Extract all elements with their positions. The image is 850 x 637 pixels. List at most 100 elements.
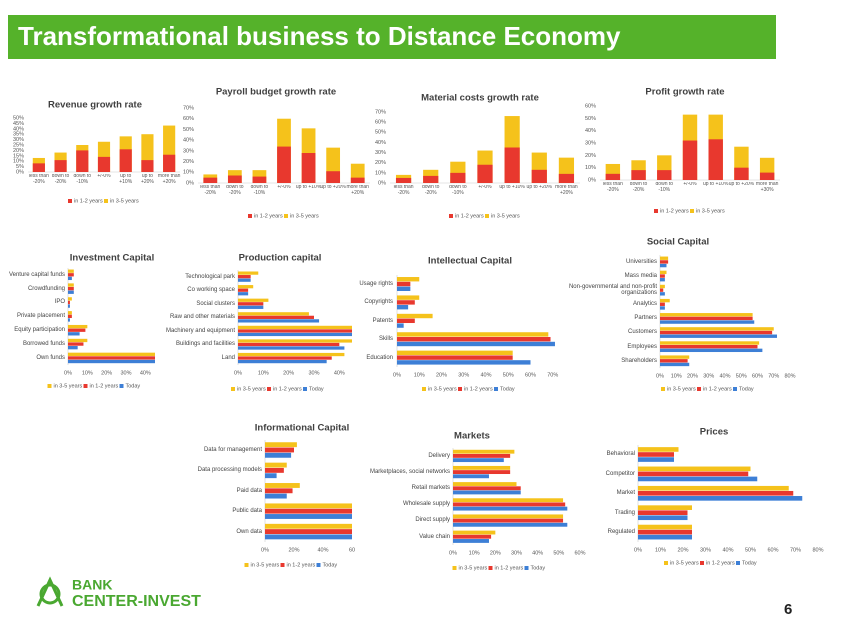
bar (238, 298, 269, 302)
bar (708, 139, 723, 180)
x-tick-label: 0% (393, 372, 401, 378)
bar (68, 286, 74, 291)
bar (660, 327, 774, 331)
y-tick-label: 50% (585, 116, 596, 122)
y-tick-label-box: Shareholders (621, 358, 657, 364)
bar (660, 359, 688, 363)
legend-swatch (83, 384, 88, 388)
bar (453, 458, 504, 463)
y-tick-label: Market (616, 490, 635, 497)
y-tick-label-box: Private placement (17, 313, 65, 319)
y-tick-label: Crowdfunding (27, 285, 65, 292)
x-tick-label: 50% (745, 547, 756, 553)
legend-swatch (316, 563, 321, 567)
bar (631, 170, 646, 180)
bar (453, 465, 511, 470)
y-tick-label: Public data (232, 508, 262, 515)
bar (397, 295, 420, 300)
legend-swatch (733, 387, 737, 391)
bar (453, 502, 566, 507)
x-tick-label: 50% (503, 372, 514, 378)
y-tick-label-box: Education (366, 355, 393, 361)
x-tick-label: down to -20% (629, 182, 648, 193)
x-tick-label: up to +10% (295, 185, 322, 190)
x-tick-label: 50% (553, 550, 564, 556)
bar (397, 286, 411, 291)
bar (660, 298, 670, 303)
bar (265, 488, 293, 494)
legend-label: in 1-2 years (495, 565, 524, 571)
y-tick-label: Retail markets (411, 485, 450, 492)
x-tick-label-box: more than +20% (346, 185, 369, 195)
x-tick-label: up to +10% (499, 185, 525, 190)
x-tick-label: 40% (317, 547, 328, 553)
bar (397, 313, 433, 319)
y-tick-label: 40% (183, 138, 194, 144)
legend-label: in 3-5 years (696, 208, 725, 214)
x-tick-label: +/-0% (277, 185, 291, 190)
bar (531, 169, 547, 183)
y-tick-label-box: Data processing models (198, 467, 262, 473)
bar (68, 276, 72, 281)
bar (660, 334, 777, 338)
chart-title: Payroll budget growth rate (216, 87, 336, 98)
y-tick-label-box: Buildings and facilities (176, 341, 235, 347)
x-tick-label: 0% (261, 547, 269, 553)
y-tick-label: Marketplaces, social networks (369, 468, 450, 475)
x-tick-label: 70% (768, 373, 779, 379)
y-tick-label: 20% (183, 159, 194, 165)
y-tick-label: 40% (13, 126, 24, 132)
x-tick-label-box: up to +20% (140, 174, 154, 185)
bar (453, 518, 564, 523)
x-tick-label-box: up to +10% (295, 185, 322, 190)
x-tick-label-box: less than -20% (603, 182, 623, 192)
x-tick-label: down to -20% (226, 185, 244, 196)
y-tick-label: 0% (16, 169, 24, 175)
y-tick-label: Own funds (36, 354, 65, 361)
y-tick-label: 60% (183, 116, 194, 122)
x-tick-label: 60% (767, 547, 778, 553)
bar (682, 140, 698, 180)
bar (238, 285, 254, 289)
y-tick-label-box: Skills (379, 336, 393, 342)
legend-swatch (488, 566, 493, 570)
bar (638, 515, 688, 521)
bar (265, 447, 294, 453)
bar (397, 355, 513, 360)
y-tick-label: Partners (634, 315, 657, 322)
legend-swatch (524, 566, 529, 570)
y-tick-label: 30% (183, 148, 194, 154)
legend-label: in 3-5 years (251, 562, 280, 568)
x-tick-label: 60% (525, 372, 536, 378)
x-tick-label-box: down to -10% (74, 174, 92, 184)
y-tick-label: Mass media (624, 272, 657, 279)
bar (638, 505, 692, 510)
y-tick-label-box: Value chain (419, 534, 450, 540)
y-tick-label-box: Wholesale supply (403, 501, 450, 507)
bar (68, 342, 84, 346)
y-tick-label-box: Crowdfunding (27, 285, 65, 292)
legend-swatch (47, 384, 52, 388)
x-tick-label-box: more than +20% (555, 185, 578, 195)
legend-swatch (697, 387, 701, 391)
bar (265, 514, 352, 519)
legend-swatch (452, 566, 457, 570)
x-tick-label: 60% (574, 550, 585, 556)
x-tick-label: up to +20% (140, 174, 154, 185)
y-tick-label-box: Own funds (36, 354, 65, 361)
y-tick-label-box: Non-governmental and non-profit organiza… (569, 284, 657, 297)
x-tick-label: 10% (82, 370, 93, 376)
x-tick-label: 0% (656, 373, 664, 379)
bar (638, 490, 794, 496)
y-tick-label: Data for management (203, 446, 262, 453)
chart-title: Production capital (239, 253, 322, 264)
y-tick-label: Usage rights (359, 280, 393, 287)
x-tick-label: 30% (703, 373, 714, 379)
bar (638, 529, 692, 535)
bar (265, 523, 352, 529)
y-tick-label-box: Trading (615, 510, 635, 516)
bar (265, 493, 287, 499)
bar (504, 147, 520, 183)
x-tick-label: +/-0% (683, 182, 697, 187)
x-tick-label: 40% (334, 370, 345, 376)
